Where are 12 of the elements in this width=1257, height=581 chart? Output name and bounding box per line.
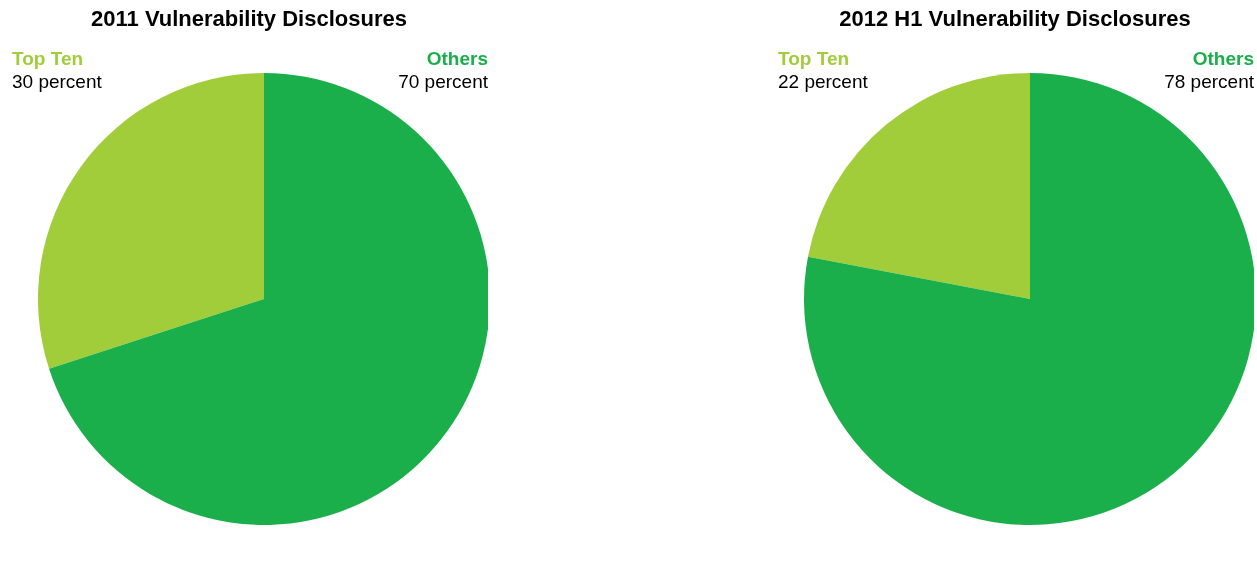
data-label: 22 percent	[778, 70, 868, 93]
slice-label: Others	[1191, 47, 1254, 70]
slice-label: Top Ten	[12, 47, 85, 70]
pie-slice	[804, 73, 1254, 525]
data-label: 30 percent	[12, 70, 102, 93]
slice-label: Others	[425, 47, 488, 70]
pie-slice	[38, 73, 264, 369]
slice-label: Top Ten	[778, 47, 851, 70]
data-label: 78 percent	[1164, 70, 1254, 93]
chart-title: 2011 Vulnerability Disclosures	[90, 6, 408, 32]
data-label: 70 percent	[398, 70, 488, 93]
chart-title: 2012 H1 Vulnerability Disclosures	[838, 6, 1192, 32]
